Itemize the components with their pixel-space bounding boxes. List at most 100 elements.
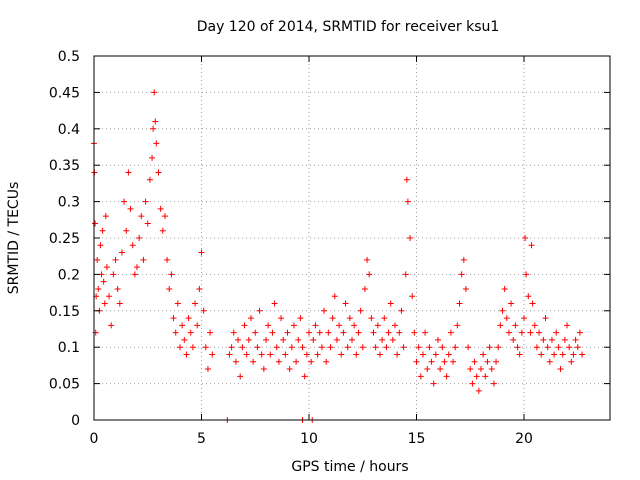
- data-point: [142, 198, 149, 205]
- x-tick-label: 20: [515, 431, 533, 447]
- data-point: [548, 336, 555, 343]
- data-point: [402, 271, 409, 278]
- data-point: [346, 315, 353, 322]
- data-point: [293, 358, 300, 365]
- data-point: [505, 329, 512, 336]
- data-point: [540, 336, 547, 343]
- data-point: [97, 242, 104, 249]
- data-point: [239, 344, 246, 351]
- data-point: [226, 351, 233, 358]
- data-point: [480, 351, 487, 358]
- data-point: [374, 322, 381, 329]
- data-point: [131, 271, 138, 278]
- data-point: [531, 322, 538, 329]
- y-tick-label: 0.35: [49, 158, 80, 174]
- data-point: [183, 351, 190, 358]
- y-tick-label: 0.3: [58, 195, 80, 211]
- data-point: [280, 336, 287, 343]
- data-point: [385, 329, 392, 336]
- y-tick-label: 0.25: [49, 231, 80, 247]
- data-point: [467, 366, 474, 373]
- data-point: [312, 322, 319, 329]
- data-point: [329, 315, 336, 322]
- data-point: [522, 235, 529, 241]
- x-tick-label: 10: [300, 431, 318, 447]
- y-tick-label: 0.2: [58, 267, 80, 283]
- data-point: [370, 329, 377, 336]
- data-point: [118, 249, 125, 256]
- data-point: [192, 300, 199, 307]
- data-point: [316, 329, 323, 336]
- data-point: [202, 344, 209, 351]
- data-point: [196, 285, 203, 292]
- data-point: [359, 344, 366, 351]
- data-point: [108, 322, 115, 329]
- data-point: [383, 344, 390, 351]
- data-point: [235, 336, 242, 343]
- data-point: [245, 336, 252, 343]
- data-point: [252, 329, 259, 336]
- data-point: [286, 366, 293, 373]
- data-point: [368, 315, 375, 322]
- y-tick-label: 0.45: [49, 85, 80, 101]
- data-point: [232, 358, 239, 365]
- data-point: [381, 315, 388, 322]
- y-axis-label: SRMTID / TECUs: [6, 182, 22, 295]
- data-point: [439, 344, 446, 351]
- data-point: [168, 271, 175, 278]
- data-point: [521, 315, 527, 322]
- data-point: [306, 329, 312, 336]
- data-point: [185, 315, 192, 322]
- data-point: [516, 351, 523, 358]
- data-point: [95, 285, 102, 292]
- data-point: [258, 351, 265, 358]
- data-point: [361, 285, 368, 292]
- y-tick-label: 0.5: [58, 49, 80, 65]
- data-point: [538, 351, 545, 358]
- data-point: [103, 264, 110, 271]
- data-point: [284, 329, 291, 336]
- y-tick-label: 0.05: [49, 377, 80, 393]
- data-point: [187, 329, 194, 336]
- data-point: [364, 256, 371, 263]
- data-point: [164, 256, 171, 263]
- data-point: [194, 322, 201, 329]
- data-point: [409, 293, 416, 300]
- data-point: [174, 300, 181, 307]
- data-point: [564, 322, 570, 329]
- data-point: [533, 344, 540, 351]
- data-point: [447, 329, 454, 336]
- data-point: [551, 351, 558, 358]
- data-point: [278, 315, 285, 322]
- data-point: [282, 351, 289, 358]
- data-point: [452, 344, 459, 351]
- data-point: [525, 293, 532, 300]
- data-point: [514, 344, 521, 351]
- data-point: [140, 256, 147, 263]
- data-point: [92, 220, 99, 227]
- data-point: [342, 300, 349, 307]
- data-point: [536, 329, 543, 336]
- data-point: [340, 329, 347, 336]
- data-point: [344, 344, 351, 351]
- data-point: [518, 329, 525, 336]
- data-point: [159, 227, 166, 234]
- data-point: [172, 329, 179, 336]
- data-point: [407, 235, 414, 241]
- data-point: [387, 300, 394, 307]
- data-point: [432, 351, 439, 358]
- data-point: [396, 329, 403, 336]
- data-point: [149, 154, 156, 161]
- data-point: [181, 336, 188, 343]
- data-point: [400, 344, 407, 351]
- data-point: [138, 213, 145, 220]
- data-point: [256, 307, 263, 314]
- data-point: [161, 213, 168, 220]
- data-point: [497, 322, 504, 329]
- data-point: [499, 307, 506, 314]
- data-point: [153, 140, 160, 147]
- data-point: [501, 285, 508, 292]
- data-point: [460, 256, 467, 263]
- data-point: [351, 322, 358, 329]
